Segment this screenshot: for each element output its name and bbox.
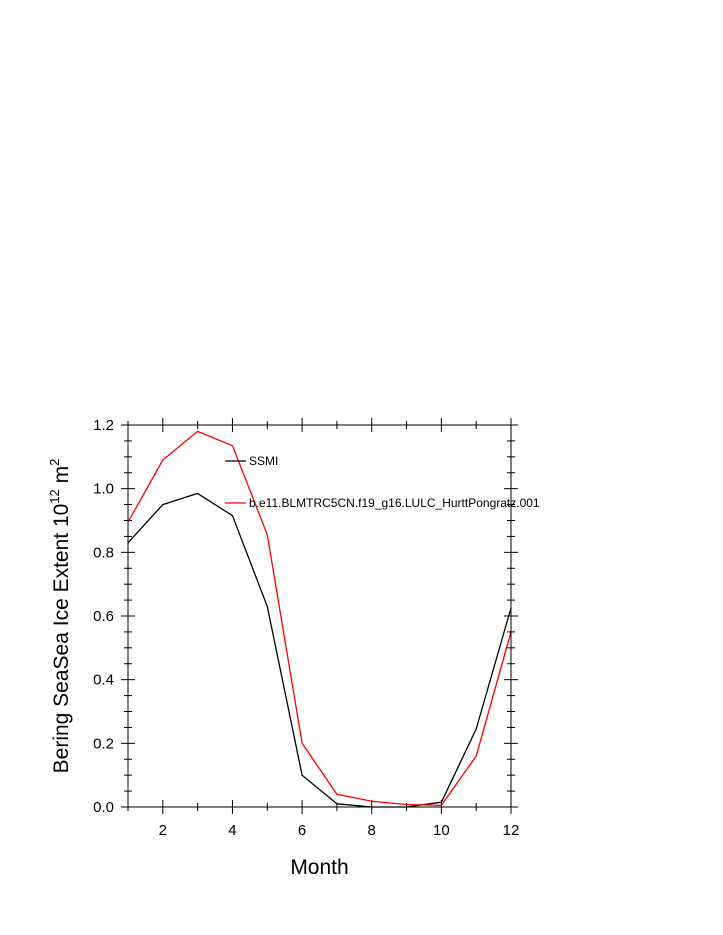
x-tick-label: 12	[503, 822, 520, 839]
x-tick-label: 10	[433, 822, 450, 839]
x-axis-title: Month	[290, 856, 348, 879]
legend-label-1: SSMI	[249, 454, 278, 468]
y-tick-label: 0.0	[93, 799, 114, 816]
x-tick-label: 6	[298, 822, 306, 839]
x-tick-label: 2	[159, 822, 167, 839]
y-axis-title-unit: m	[50, 466, 73, 489]
y-axis-title-unit-exponent: 2	[47, 459, 62, 466]
series-line-1	[127, 492, 512, 808]
y-axis-title-prefix: Bering SeaSea Ice Extent 10	[50, 504, 73, 774]
y-tick-label: 0.2	[93, 735, 114, 752]
axis-ticks	[121, 418, 518, 814]
x-tick-label: 4	[228, 822, 236, 839]
y-tick-label: 0.6	[93, 608, 114, 625]
y-axis-title: Bering SeaSea Ice Extent 1012 m2	[47, 459, 73, 774]
legend: SSMI b.e11.BLMTRC5CN.f19_g16.LULC_HurttPo…	[225, 454, 540, 510]
plot-frame	[127, 424, 512, 808]
y-tick-label: 1.0	[93, 481, 114, 498]
x-tick-label: 8	[368, 822, 376, 839]
y-axis-title-exponent: 12	[47, 489, 62, 503]
y-tick-label: 0.4	[93, 672, 114, 689]
tick-labels: 2 4 6 8 10 12 0.0 0.2 0.4 0.6 0.8 1.0 1.2	[93, 417, 519, 839]
legend-label-2: b.e11.BLMTRC5CN.f19_g16.LULC_HurttPongra…	[249, 496, 540, 510]
series-line-2	[127, 430, 512, 807]
y-tick-label: 0.8	[93, 544, 114, 561]
series-lines	[127, 430, 512, 808]
y-tick-label: 1.2	[93, 417, 114, 434]
